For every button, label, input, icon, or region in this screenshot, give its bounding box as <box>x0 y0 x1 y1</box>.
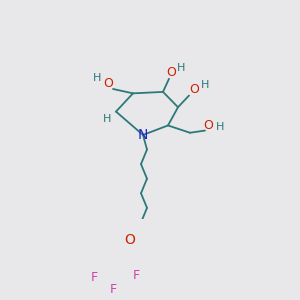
Text: O: O <box>189 83 199 96</box>
Text: O: O <box>166 66 176 80</box>
Text: H: H <box>103 114 111 124</box>
Text: F: F <box>110 283 117 296</box>
Text: O: O <box>103 77 113 90</box>
Text: H: H <box>93 73 101 83</box>
Text: O: O <box>203 119 213 132</box>
Text: H: H <box>177 63 185 73</box>
Text: F: F <box>90 271 98 284</box>
Text: F: F <box>132 269 140 282</box>
Text: N: N <box>138 128 148 142</box>
Text: O: O <box>124 233 135 247</box>
Text: H: H <box>216 122 224 132</box>
Text: H: H <box>201 80 209 90</box>
